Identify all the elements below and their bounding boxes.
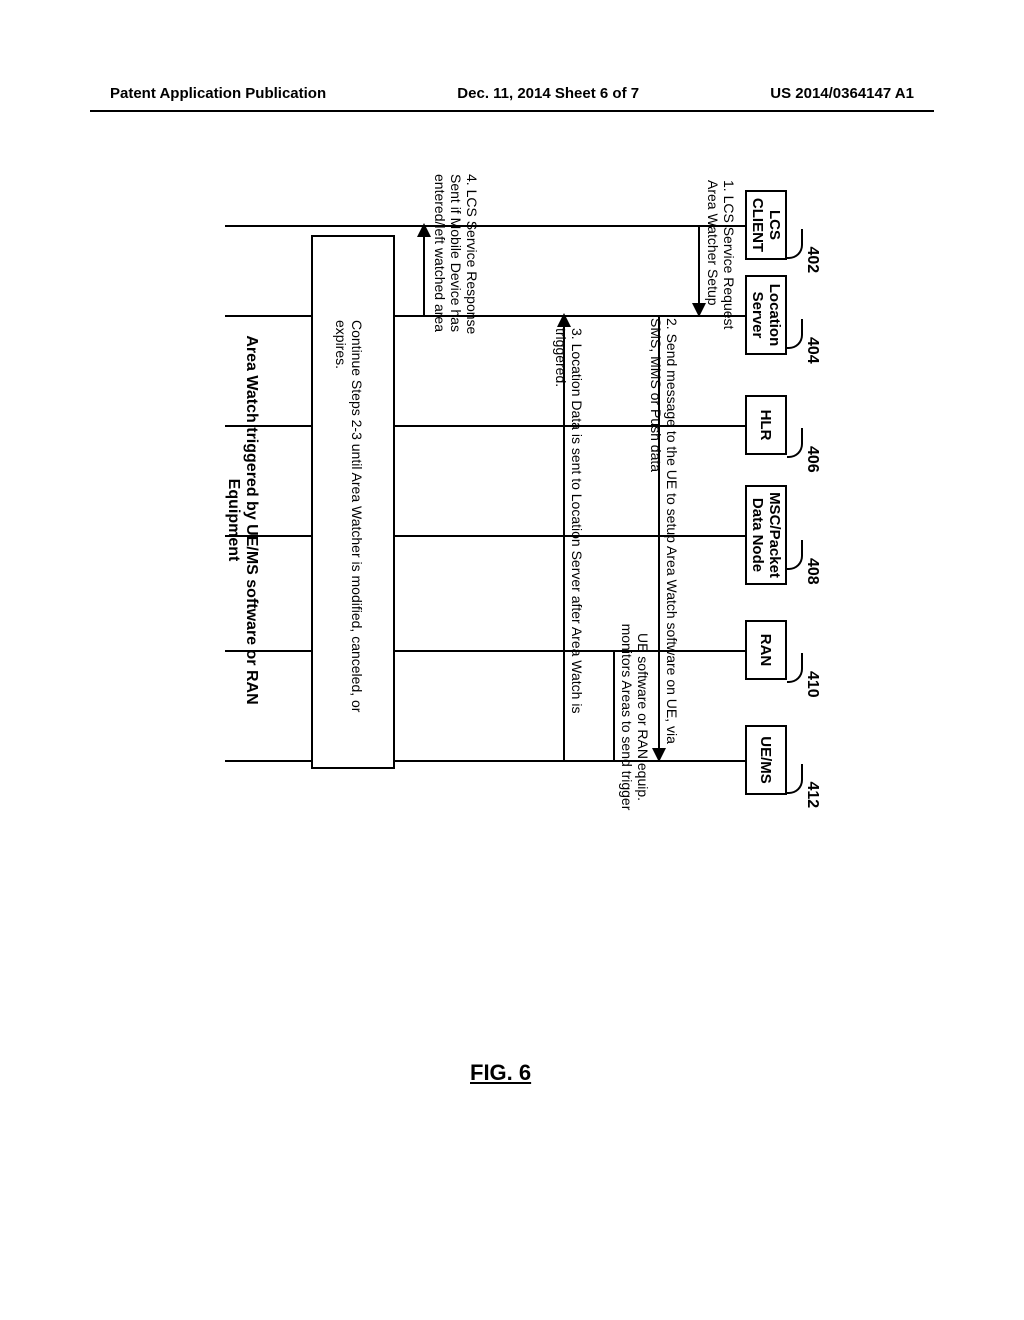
lifeline-loc xyxy=(225,315,745,317)
label-m4: 4. LCS Service ResponseSent if Mobile De… xyxy=(432,174,480,344)
ref-line-msc xyxy=(787,540,803,570)
ref-line-loc xyxy=(787,319,803,349)
label-m2b: UE software or RAN equip.monitors Areas … xyxy=(619,622,651,812)
node-ue: UE/MS xyxy=(745,725,787,795)
label-loop: Continue Steps 2-3 until Area Watcher is… xyxy=(333,320,365,740)
header-right: US 2014/0364147 A1 xyxy=(770,85,914,102)
figure-label: FIG. 6 xyxy=(470,1060,531,1086)
ref-line-lcs xyxy=(787,229,803,259)
node-loc: LocationServer xyxy=(745,275,787,355)
diagram-caption: Area Watch triggered by UE/MS software o… xyxy=(224,300,260,740)
label-m3: 3. Location Data is sent to Location Ser… xyxy=(553,328,585,768)
node-lcs: LCSCLIENT xyxy=(745,190,787,260)
page-header: Patent Application Publication Dec. 11, … xyxy=(110,85,914,102)
ref-msc: 408 xyxy=(803,558,821,585)
header-rule xyxy=(90,110,934,112)
label-m1: 1. LCS Service RequestArea Watcher Setup xyxy=(705,180,737,330)
ref-ue: 412 xyxy=(803,782,821,809)
lifeline-lcs xyxy=(225,225,745,227)
node-hlr: HLR xyxy=(745,395,787,455)
arrow-m1 xyxy=(698,225,700,315)
sequence-diagram: LCSCLIENT 402 LocationServer 404 HLR 406 MSC/P… xyxy=(145,180,825,820)
ref-line-ue xyxy=(787,764,803,794)
ref-hlr: 406 xyxy=(803,446,821,473)
ref-lcs: 402 xyxy=(803,247,821,274)
header-left: Patent Application Publication xyxy=(110,85,326,102)
arrow-m2b-hidden xyxy=(613,650,615,760)
ref-line-hlr xyxy=(787,428,803,458)
ref-line-ran xyxy=(787,653,803,683)
node-msc: MSC/PacketData Node xyxy=(745,485,787,585)
arrow-m4 xyxy=(423,225,425,315)
label-m2: 2. Send message to the UE to setup Area … xyxy=(648,318,680,778)
ref-loc: 404 xyxy=(803,337,821,364)
header-center: Dec. 11, 2014 Sheet 6 of 7 xyxy=(457,85,639,102)
ref-ran: 410 xyxy=(803,671,821,698)
node-ran: RAN xyxy=(745,620,787,680)
